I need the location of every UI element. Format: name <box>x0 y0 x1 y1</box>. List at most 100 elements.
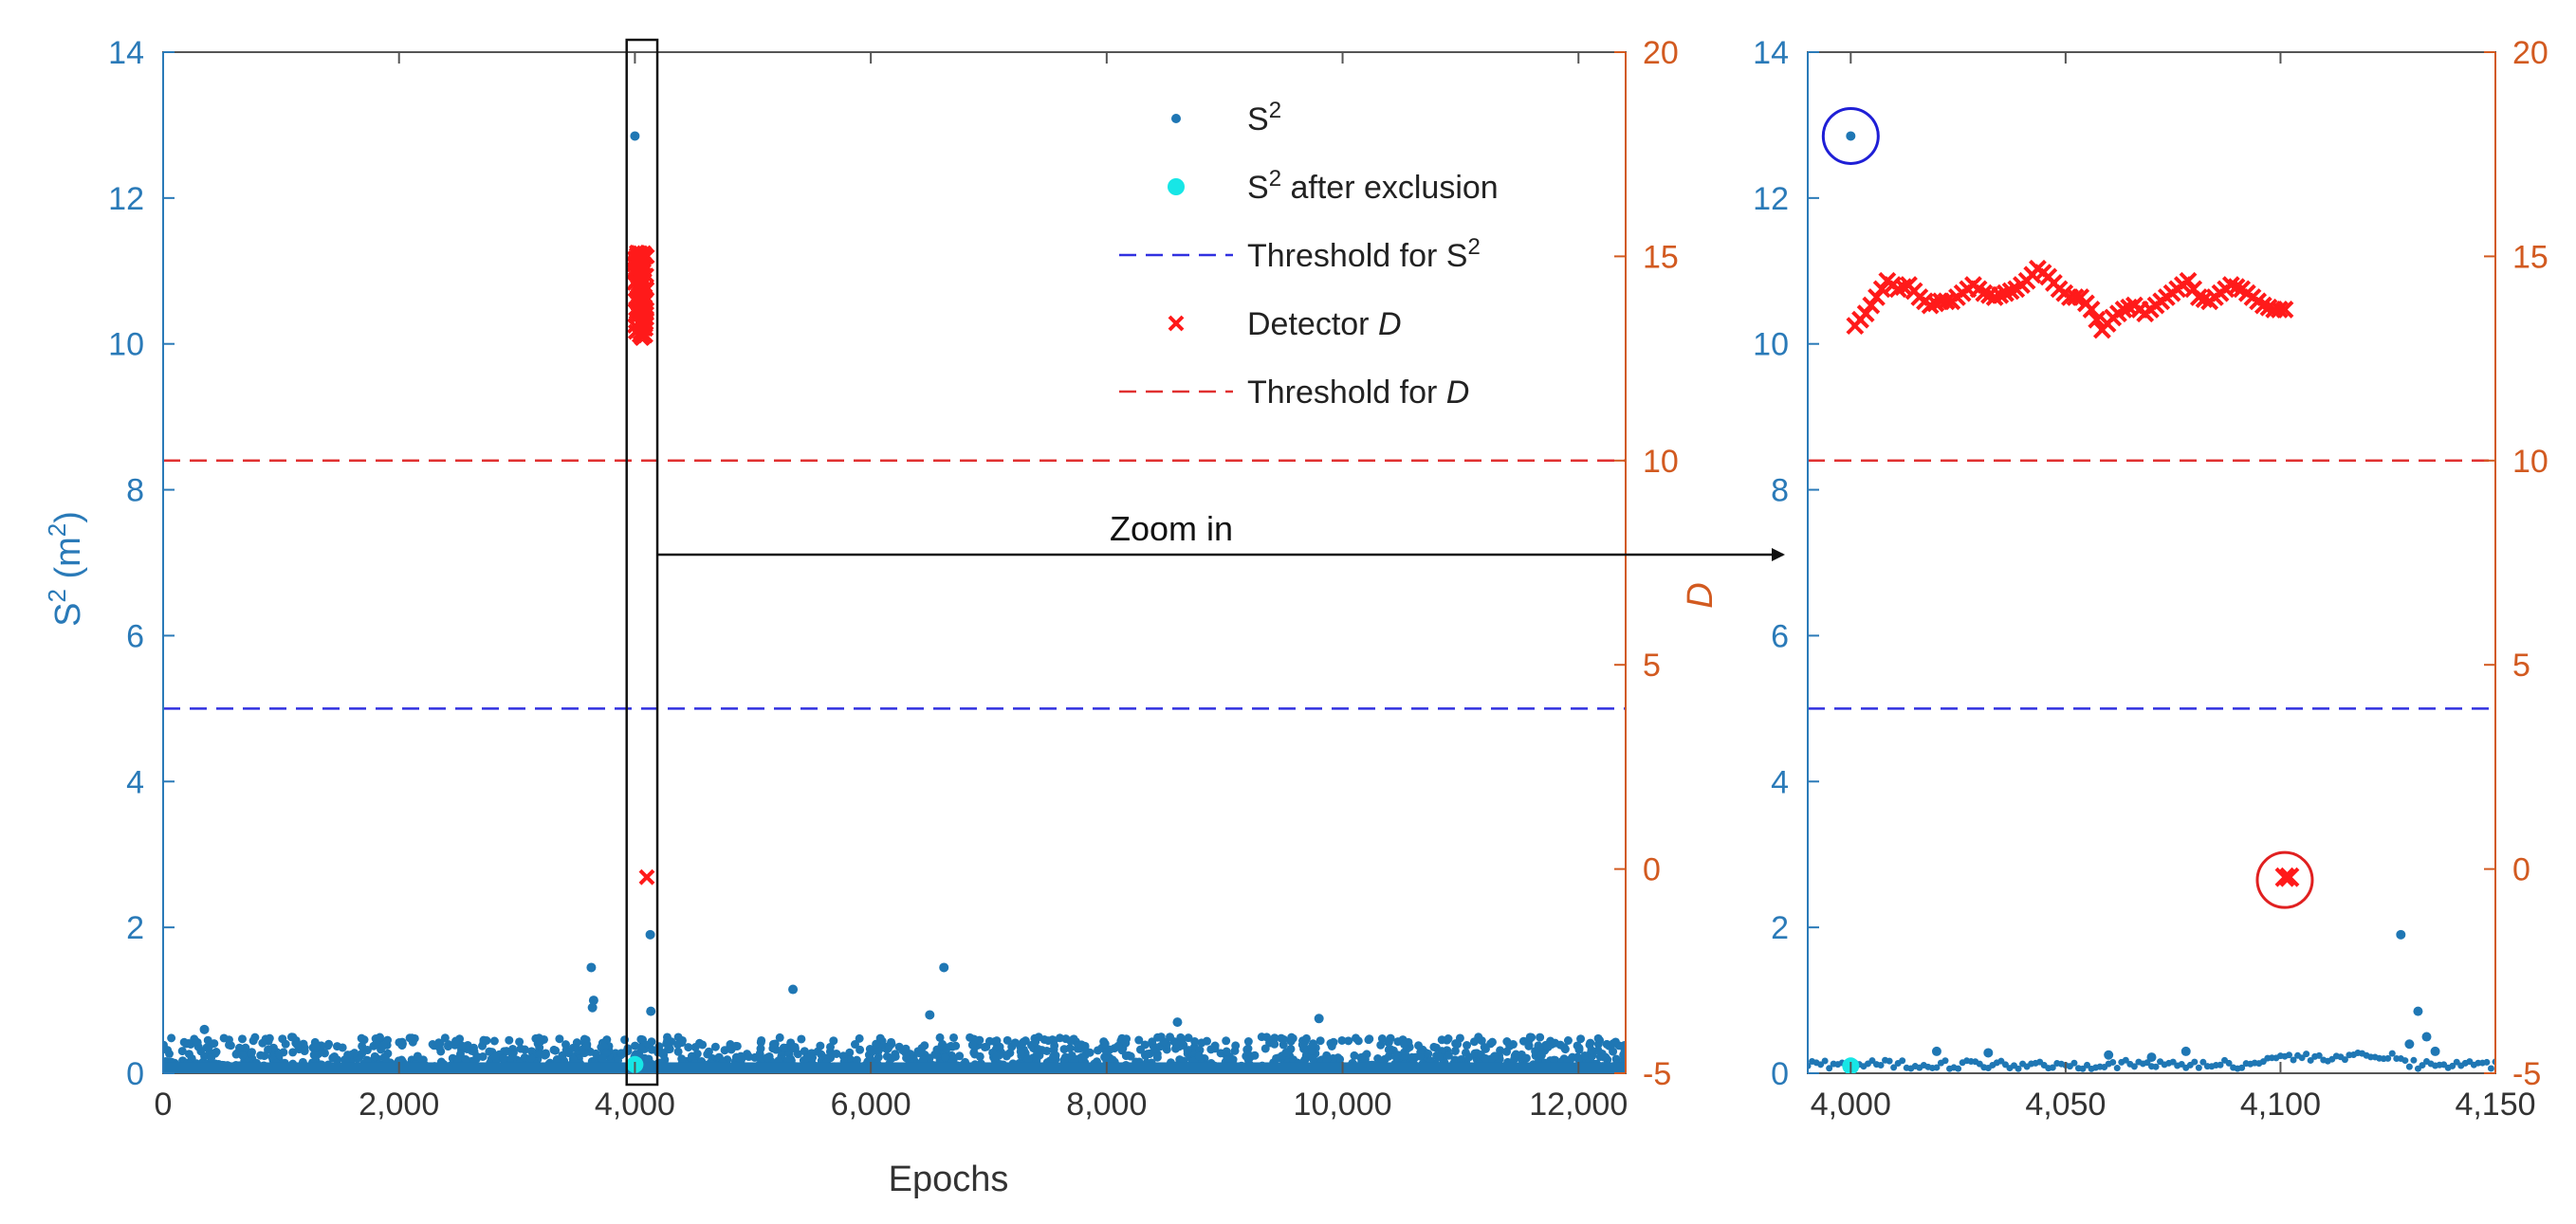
s2-point <box>1279 1034 1288 1044</box>
s2-point <box>1337 1035 1347 1045</box>
detector-stroke <box>627 318 643 335</box>
s2-point <box>1450 1046 1460 1055</box>
s2-dense-band <box>163 1062 1626 1073</box>
detector-point <box>632 293 649 310</box>
s2-point <box>2152 1063 2160 1070</box>
s2-point <box>485 1047 494 1056</box>
s2-point <box>469 1043 479 1052</box>
s2-point <box>380 1053 390 1063</box>
s2-point <box>362 1055 372 1065</box>
y-right-tick-label: 0 <box>2512 852 2530 888</box>
s2-point <box>797 1034 806 1044</box>
s2-point <box>802 1053 812 1063</box>
s2-point <box>350 1049 359 1058</box>
s2-point <box>1481 1053 1490 1063</box>
detector-stroke <box>1862 296 1881 315</box>
s2-point <box>967 1040 977 1050</box>
s2-point <box>199 1024 210 1034</box>
s2-point <box>1281 1048 1291 1057</box>
detector-stroke <box>632 293 649 310</box>
s2-point <box>866 1048 875 1057</box>
s2-point <box>902 1053 911 1063</box>
highlight-circle <box>2255 850 2314 909</box>
detector-stroke <box>2227 278 2246 297</box>
s2-point <box>587 1002 598 1013</box>
s2-point <box>1210 1041 1220 1050</box>
s2-point <box>1190 1037 1200 1047</box>
x-tick-label: 0 <box>155 1087 173 1123</box>
detector-stroke <box>1937 292 1956 311</box>
zoom-in-label: Zoom in <box>1110 509 1233 548</box>
s2-point <box>768 1039 778 1049</box>
s2-point <box>1126 1051 1135 1061</box>
x-tick-label: 12,000 <box>1529 1087 1628 1123</box>
detector-point <box>1872 280 1891 299</box>
s2-point <box>677 1054 687 1064</box>
s2-point <box>247 1048 256 1057</box>
s2-point <box>800 1047 809 1056</box>
detector-stroke <box>2184 280 2203 299</box>
s2-point <box>526 1053 536 1063</box>
s2-point <box>323 1041 333 1050</box>
s2-point <box>1074 1041 1083 1050</box>
detector-stroke <box>2088 310 2107 329</box>
s2-point <box>444 1040 453 1050</box>
detector-point <box>1996 283 2015 302</box>
detector-stroke <box>2001 282 2020 301</box>
s2-point <box>1620 1050 1626 1059</box>
y-right-tick-label: 10 <box>1643 444 1679 480</box>
detector-point <box>638 868 655 886</box>
s2-point <box>1243 1055 1253 1065</box>
s2-point <box>2384 1054 2392 1062</box>
s2-point <box>1463 1041 1472 1050</box>
s2-point <box>234 1043 244 1052</box>
x-tick-label: 2,000 <box>359 1087 439 1123</box>
detector-stroke <box>638 305 655 322</box>
s2-point <box>925 1053 934 1063</box>
s2-point <box>300 1047 309 1056</box>
s2-point <box>1846 131 1856 141</box>
s2-point <box>1955 1065 1962 1072</box>
s2-point <box>856 1045 865 1054</box>
s2-point <box>1067 1050 1076 1060</box>
detector-point <box>2254 296 2272 315</box>
x-tick-label: 4,100 <box>2240 1087 2321 1123</box>
s2-point <box>1122 1034 1132 1044</box>
s2-point <box>1322 1055 1332 1065</box>
s2-point <box>311 1043 321 1052</box>
s2-point <box>1166 1032 1175 1042</box>
s2-point <box>636 1034 646 1044</box>
detector-stroke <box>628 244 645 261</box>
s2-point <box>1308 1046 1317 1055</box>
s2-point <box>177 1047 187 1056</box>
s2-point <box>440 1033 450 1043</box>
s2-point <box>1270 1039 1279 1049</box>
detector-point <box>2179 271 2198 290</box>
s2-point <box>1531 1047 1540 1056</box>
s2-point <box>1868 1057 1876 1065</box>
s2-point <box>2191 1058 2199 1066</box>
s2-point <box>264 1045 273 1054</box>
s2-point <box>1016 1047 1025 1056</box>
detector-stroke <box>2082 300 2101 319</box>
s2-point <box>1563 1035 1573 1045</box>
s2-point <box>1023 1054 1033 1064</box>
legend-label: S2 <box>1247 98 1281 138</box>
detector-point <box>1888 280 1907 299</box>
detector-stroke <box>634 330 651 346</box>
s2-point <box>1609 1039 1618 1049</box>
s2-point <box>1384 1038 1393 1048</box>
s2-point <box>925 1010 935 1020</box>
s2-point <box>370 1051 379 1061</box>
detector-stroke <box>2274 867 2295 887</box>
s2-point <box>1593 1046 1603 1055</box>
s2-point <box>457 1041 467 1050</box>
s2-point <box>1197 1038 1206 1048</box>
s2-point <box>338 1043 347 1052</box>
s2-point <box>2146 1052 2157 1063</box>
y-right-tick-label: 20 <box>2512 35 2548 71</box>
detector-point <box>2279 867 2300 887</box>
s2-point <box>516 1044 525 1053</box>
s2-point <box>1451 1039 1461 1049</box>
s2-point <box>2401 1057 2409 1065</box>
